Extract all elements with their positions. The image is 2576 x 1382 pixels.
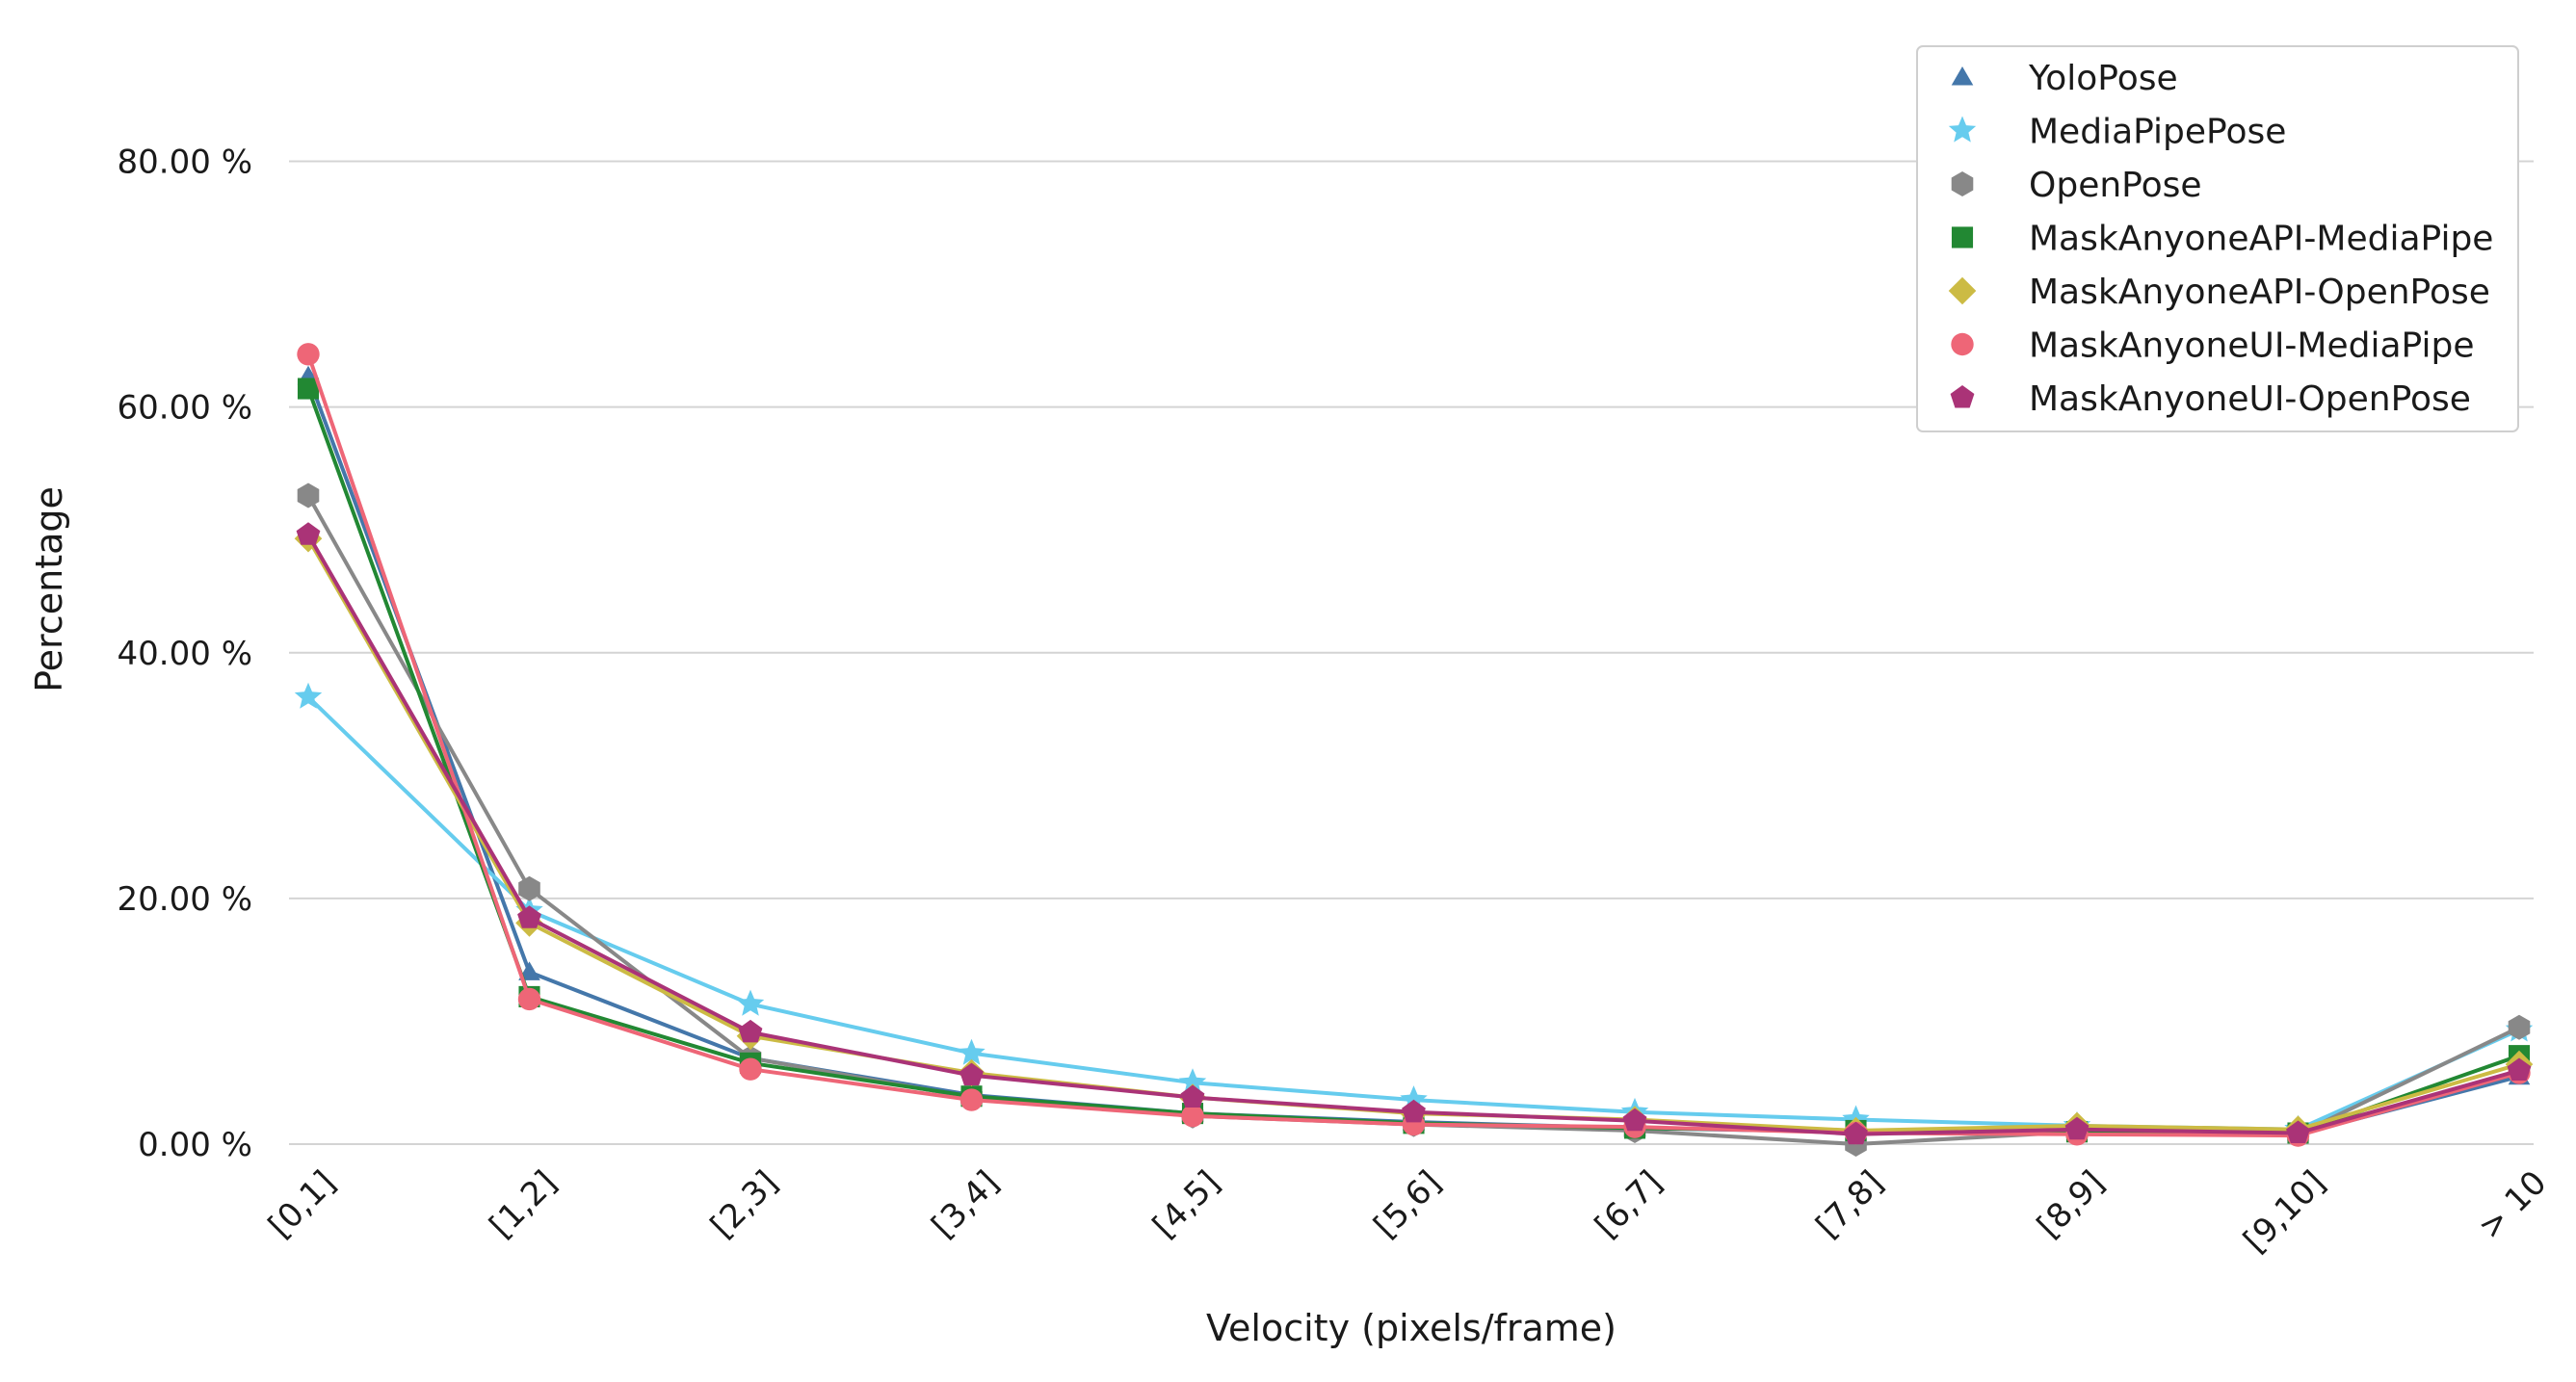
series-maskanyoneapi-openpose <box>294 524 2534 1145</box>
data-point <box>517 987 541 1011</box>
x-tick-label: > 10 <box>2471 1163 2555 1247</box>
data-point <box>2286 1120 2310 1143</box>
data-point <box>297 482 320 508</box>
x-axis-label: Velocity (pixels/frame) <box>1206 1307 1617 1349</box>
y-tick-label: 0.00 % <box>138 1126 252 1164</box>
legend-marker <box>1951 66 1974 86</box>
series-line <box>306 376 2520 1136</box>
data-point <box>1402 1099 1426 1123</box>
legend-marker <box>1950 385 1975 408</box>
y-tick-labels: 0.00 % 20.00 % 40.00 % 60.00 % 80.00 % <box>118 143 252 1164</box>
data-point <box>1178 1068 1207 1095</box>
data-point <box>518 961 540 980</box>
series-maskanyoneui-openpose <box>296 522 2532 1145</box>
series-line <box>306 537 2520 1133</box>
data-point <box>736 989 765 1016</box>
x-tick-labels: [0,1] [1,2] [2,3] [3,4] [4,5] [5,6] [6,7] [7,8]… <box>261 1163 2554 1261</box>
series-mediapipepose <box>294 682 2534 1141</box>
data-point <box>739 1057 762 1081</box>
data-point <box>2507 1057 2532 1081</box>
data-point <box>958 1038 986 1065</box>
legend-label: YoloPose <box>2028 59 2178 98</box>
data-point <box>2508 1014 2531 1040</box>
legend-frame <box>1916 45 2519 432</box>
x-tick-label: [2,3] <box>703 1163 785 1245</box>
legend-label: MaskAnyoneAPI-OpenPose <box>2029 273 2490 312</box>
legend-marker <box>1951 332 1974 356</box>
series-openpose <box>297 482 2531 1157</box>
data-point <box>1181 1104 1204 1128</box>
data-point <box>297 378 320 400</box>
legend-label: MaskAnyoneUI-MediaPipe <box>2029 326 2474 366</box>
data-point <box>517 905 541 928</box>
data-point <box>297 343 320 366</box>
data-point <box>738 1019 763 1043</box>
legend-label: MaskAnyoneUI-OpenPose <box>2029 379 2471 419</box>
x-tick-label: [8,9] <box>2030 1163 2112 1245</box>
y-tick-label: 80.00 % <box>118 143 252 182</box>
series-maskanyoneapi-mediapipe <box>297 378 2531 1144</box>
legend-marker <box>1948 276 1977 305</box>
legend-label: MediaPipePose <box>2029 113 2286 152</box>
y-tick-label: 40.00 % <box>118 635 252 673</box>
data-point <box>296 522 321 545</box>
data-point <box>2064 1116 2090 1140</box>
x-tick-label: [9,10] <box>2236 1163 2333 1261</box>
x-tick-label: [0,1] <box>261 1163 343 1245</box>
legend-marker <box>1951 226 1974 248</box>
x-tick-label: [7,8] <box>1809 1163 1891 1245</box>
x-tick-label: [1,2] <box>483 1163 565 1245</box>
legend-marker <box>1948 116 1977 143</box>
legend: YoloPose MediaPipePose OpenPose MaskAnyoneA… <box>1916 45 2519 432</box>
series-line <box>306 534 2520 1136</box>
y-tick-label: 60.00 % <box>118 389 252 428</box>
x-tick-label: [3,4] <box>925 1163 1007 1245</box>
x-tick-label: [5,6] <box>1367 1163 1449 1245</box>
legend-label: OpenPose <box>2029 166 2202 205</box>
series-line <box>306 695 2520 1132</box>
data-point <box>1180 1084 1205 1108</box>
legend-label: MaskAnyoneAPI-MediaPipe <box>2029 220 2493 259</box>
series-line <box>306 494 2520 1146</box>
data-point <box>1844 1121 1868 1145</box>
y-tick-label: 20.00 % <box>118 880 252 919</box>
data-point <box>518 875 540 901</box>
series-line <box>306 387 2520 1135</box>
data-point <box>959 1062 984 1086</box>
series-group <box>294 343 2534 1157</box>
legend-marker <box>1951 171 1974 196</box>
data-point <box>1622 1108 1647 1132</box>
data-point <box>959 1088 984 1111</box>
x-tick-label: [4,5] <box>1145 1163 1227 1245</box>
data-point <box>294 682 323 709</box>
y-axis-label: Percentage <box>28 486 70 692</box>
x-tick-label: [6,7] <box>1588 1163 1669 1245</box>
series-line <box>306 353 2520 1138</box>
